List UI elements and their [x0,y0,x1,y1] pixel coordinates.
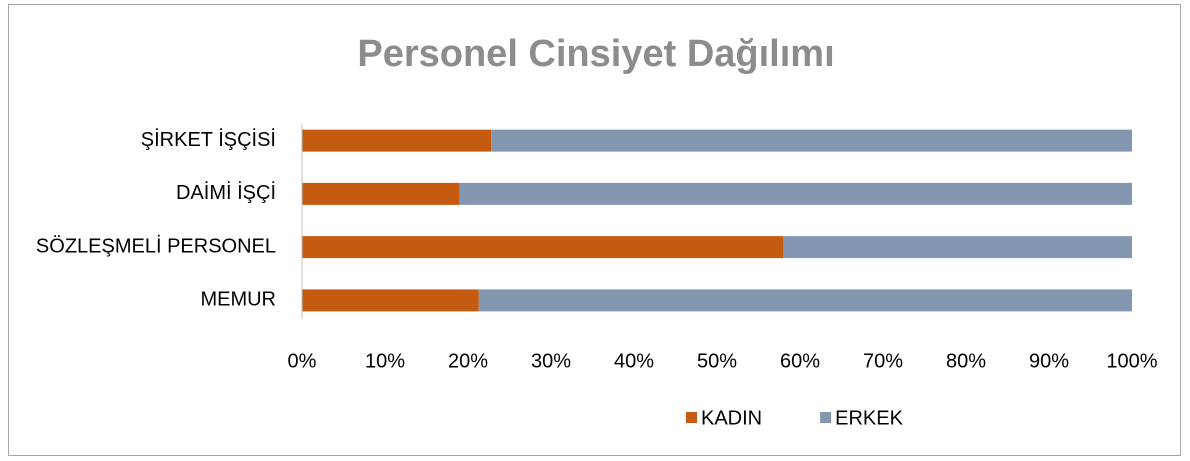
y-tick-label: SÖZLEŞMELİ PERSONEL [36,234,276,257]
x-tick-label: 50% [697,350,737,372]
bar [302,182,460,205]
y-tick-label: DAİMİ İŞÇİ [176,181,276,204]
x-tick-label: 90% [1029,350,1069,372]
bar [459,182,1132,205]
bar [783,236,1132,259]
legend-swatch [820,412,832,423]
bar [491,129,1132,152]
bar [302,129,492,152]
bar [302,289,479,312]
x-tick-label: 40% [614,350,654,372]
y-tick-label: MEMUR [200,289,276,311]
x-tick-label: 30% [531,350,571,372]
chart-frame [8,4,1181,456]
legend-swatch [686,412,697,423]
x-tick-label: 10% [365,350,405,372]
x-tick-label: 70% [863,350,903,372]
x-tick-label: 60% [780,350,820,372]
x-tick-label: 100% [1106,350,1157,372]
y-tick-label: ŞİRKET İŞÇİSİ [141,128,276,151]
chart-title: Personel Cinsiyet Dağılımı [357,33,834,75]
bar [302,236,784,259]
bar [478,289,1132,312]
x-tick-label: 20% [448,350,488,372]
x-tick-label: 0% [288,350,317,372]
x-tick-label: 80% [946,350,986,372]
legend-label: KADIN [701,407,762,429]
legend-label: ERKEK [835,407,903,429]
